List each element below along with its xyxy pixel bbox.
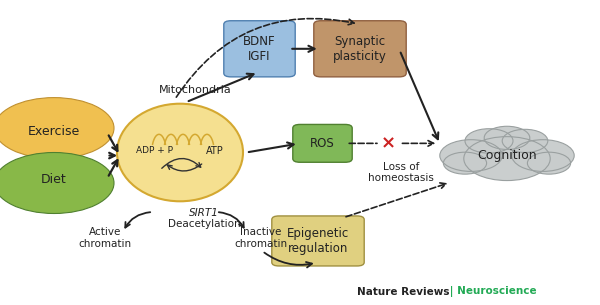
Ellipse shape [117,104,243,201]
Text: Diet: Diet [41,174,67,186]
Circle shape [440,140,502,171]
Text: BDNF
IGFI: BDNF IGFI [243,35,276,63]
Circle shape [465,129,513,153]
Text: Synaptic
plasticity: Synaptic plasticity [333,35,387,63]
FancyBboxPatch shape [272,216,364,266]
Circle shape [502,129,548,152]
FancyBboxPatch shape [293,124,352,162]
Text: Epigenetic
regulation: Epigenetic regulation [287,227,349,255]
Text: | Neuroscience: | Neuroscience [446,286,536,297]
Circle shape [0,98,114,159]
Circle shape [512,140,574,171]
Circle shape [484,126,530,149]
Circle shape [0,152,114,214]
Text: Deacetylation: Deacetylation [167,219,241,229]
Text: ATP: ATP [206,146,224,156]
Circle shape [443,152,487,174]
Text: Nature Reviews: Nature Reviews [357,287,449,297]
Circle shape [527,152,571,174]
Text: Active
chromatin: Active chromatin [79,227,131,249]
Text: SIRT1: SIRT1 [189,209,219,218]
FancyBboxPatch shape [314,21,406,77]
Circle shape [464,137,550,181]
Text: Inactive
chromatin: Inactive chromatin [235,227,287,249]
Text: Cognition: Cognition [477,149,537,162]
FancyBboxPatch shape [224,21,295,77]
Text: Mitochondria: Mitochondria [158,85,232,95]
Text: ADP + P: ADP + P [136,146,173,156]
Text: ×: × [381,134,397,152]
Text: ROS: ROS [310,137,335,150]
Text: Loss of
homeostasis: Loss of homeostasis [368,162,434,183]
Text: Exercise: Exercise [28,125,80,138]
